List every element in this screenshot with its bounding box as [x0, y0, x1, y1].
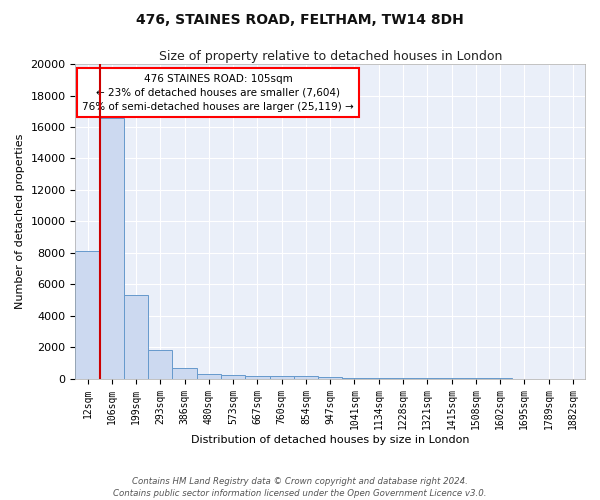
Bar [221, 375, 245, 378]
Bar [76, 252, 100, 378]
Text: 476, STAINES ROAD, FELTHAM, TW14 8DH: 476, STAINES ROAD, FELTHAM, TW14 8DH [136, 12, 464, 26]
X-axis label: Distribution of detached houses by size in London: Distribution of detached houses by size … [191, 435, 469, 445]
Y-axis label: Number of detached properties: Number of detached properties [15, 134, 25, 309]
Bar [100, 118, 124, 378]
Bar [318, 377, 343, 378]
Text: Contains HM Land Registry data © Crown copyright and database right 2024.
Contai: Contains HM Land Registry data © Crown c… [113, 476, 487, 498]
Bar [197, 374, 221, 378]
Text: 476 STAINES ROAD: 105sqm
← 23% of detached houses are smaller (7,604)
76% of sem: 476 STAINES ROAD: 105sqm ← 23% of detach… [82, 74, 354, 112]
Bar [124, 296, 148, 378]
Bar [148, 350, 172, 378]
Bar [294, 376, 318, 378]
Title: Size of property relative to detached houses in London: Size of property relative to detached ho… [158, 50, 502, 63]
Bar [245, 376, 269, 378]
Bar [269, 376, 294, 378]
Bar [172, 368, 197, 378]
